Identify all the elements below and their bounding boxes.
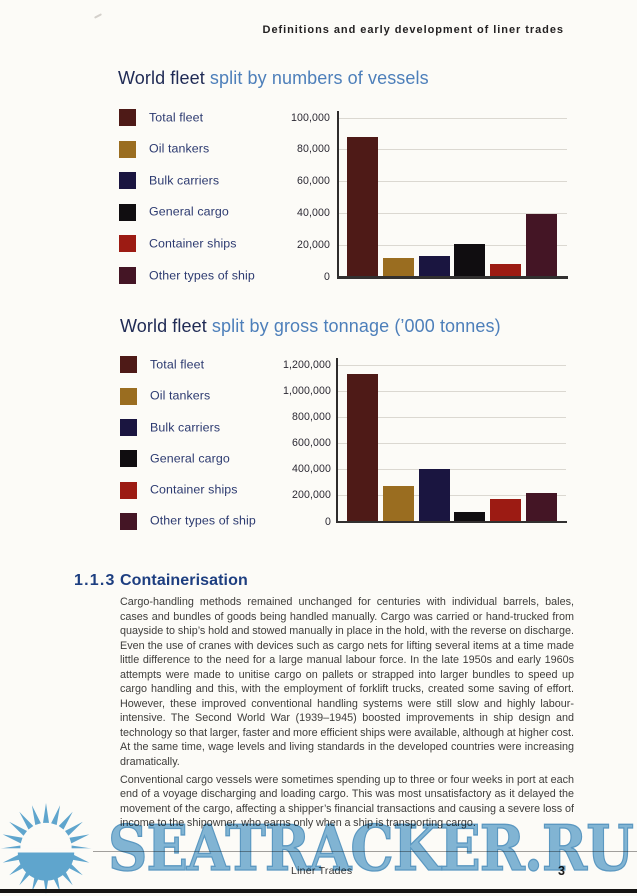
running-header: Definitions and early development of lin… [262, 24, 564, 36]
chart1-title-lead: World fleet [118, 68, 205, 88]
gridline [336, 495, 566, 497]
gridline [336, 365, 566, 366]
bar-other-types-of-ship [526, 492, 557, 522]
legend-label: Container ships [149, 236, 237, 251]
y-tick-label: 20,000 [296, 239, 330, 252]
legend-swatch [119, 203, 136, 221]
gridline [336, 417, 566, 419]
legend-swatch [120, 419, 137, 436]
legend-item: Other types of ship [120, 512, 340, 530]
y-axis [337, 110, 339, 277]
legend-item: Oil tankers [119, 140, 339, 158]
legend-item: General cargo [119, 203, 339, 221]
gridline [336, 391, 566, 393]
bar-total-fleet [347, 136, 378, 277]
x-axis [337, 276, 568, 279]
bar-other-types-of-ship [526, 213, 557, 277]
legend-label: Bulk carriers [150, 419, 221, 434]
legend-swatch [120, 450, 137, 468]
gridline [337, 213, 567, 215]
legend-label: Oil tankers [149, 141, 210, 156]
legend-item: Container ships [120, 481, 340, 499]
footer-book-title: Liner Trades [291, 865, 353, 877]
legend-label: Container ships [150, 482, 238, 497]
bar-oil-tankers [382, 257, 414, 277]
y-tick-label: 1,000,000 [282, 385, 331, 398]
section-title: Containerisation [120, 572, 248, 589]
legend-item: Bulk carriers [120, 419, 340, 436]
gridline [337, 149, 567, 151]
chart2-title-lead: World fleet [120, 316, 207, 336]
body-text: Cargo-handling methods remained unchange… [120, 595, 574, 834]
sun-icon [0, 803, 93, 894]
legend-label: General cargo [149, 204, 229, 219]
gridline [337, 181, 567, 183]
legend-swatch [119, 109, 136, 126]
legend-swatch [119, 235, 136, 253]
legend-swatch [120, 512, 137, 530]
legend-item: Container ships [119, 235, 339, 253]
bar-oil-tankers [382, 486, 414, 522]
paragraph-1: Cargo-handling methods remained unchange… [120, 596, 574, 768]
legend-swatch [120, 387, 137, 405]
y-tick-label: 60,000 [296, 175, 330, 188]
legend-item: Total fleet [120, 356, 340, 374]
legend-item: Oil tankers [120, 387, 340, 405]
gridline [337, 117, 567, 119]
legend-item: Total fleet [119, 109, 339, 126]
chart1-title-rest: split by numbers of vessels [209, 68, 429, 88]
legend-label: Oil tankers [150, 388, 211, 403]
legend-swatch [120, 356, 137, 374]
legend-label: Bulk carriers [149, 173, 220, 188]
bar-total-fleet [347, 374, 378, 522]
chart1-title: World fleet split by numbers of vessels [118, 68, 429, 89]
footer-rule [0, 851, 637, 852]
legend-label: Total fleet [150, 357, 205, 372]
bar-container-ships [490, 264, 522, 277]
legend-item: Bulk carriers [119, 172, 339, 190]
legend-swatch [120, 481, 137, 499]
legend-item: General cargo [120, 450, 340, 468]
y-axis [336, 358, 338, 522]
legend-item: Other types of ship [119, 267, 339, 284]
y-tick-label: 40,000 [296, 207, 330, 220]
y-tick-label: 80,000 [296, 143, 330, 156]
footer-page-number: 3 [558, 864, 565, 878]
legend-swatch [119, 172, 136, 190]
chart2-title: World fleet split by gross tonnage (’000… [120, 316, 501, 337]
y-tick-label: 400,000 [292, 463, 331, 476]
bar-bulk-carriers [418, 468, 450, 522]
y-tick-label: 0 [325, 515, 331, 528]
page-edge-bar [0, 889, 637, 893]
section-number: 1.1.3 [74, 572, 116, 589]
y-tick-label: 0 [324, 271, 330, 283]
legend-label: Total fleet [149, 109, 204, 124]
paragraph-2: Conventional cargo vessels were sometime… [120, 773, 574, 830]
y-tick-label: 1,200,000 [282, 359, 331, 371]
bar-container-ships [490, 499, 522, 522]
gridline [336, 443, 566, 445]
bar-bulk-carriers [418, 256, 450, 277]
y-tick-label: 200,000 [292, 489, 331, 502]
y-tick-label: 800,000 [292, 411, 331, 424]
gridline [337, 245, 567, 247]
legend-label: Other types of ship [150, 513, 256, 528]
bar-general-cargo [454, 512, 486, 522]
chart2-title-rest: split by gross tonnage (’000 tonnes) [211, 316, 501, 336]
y-tick-label: 600,000 [292, 437, 331, 450]
scan-artifact [93, 13, 103, 19]
y-tick-label: 100,000 [291, 111, 330, 124]
legend-label: General cargo [150, 451, 230, 466]
watermark-text: SEATRACKER.RU [107, 811, 634, 885]
x-axis [336, 520, 567, 524]
gridline [336, 469, 566, 471]
legend-swatch [119, 267, 136, 284]
bar-general-cargo [454, 243, 486, 277]
legend-label: Other types of ship [149, 267, 255, 282]
legend-swatch [119, 140, 136, 158]
